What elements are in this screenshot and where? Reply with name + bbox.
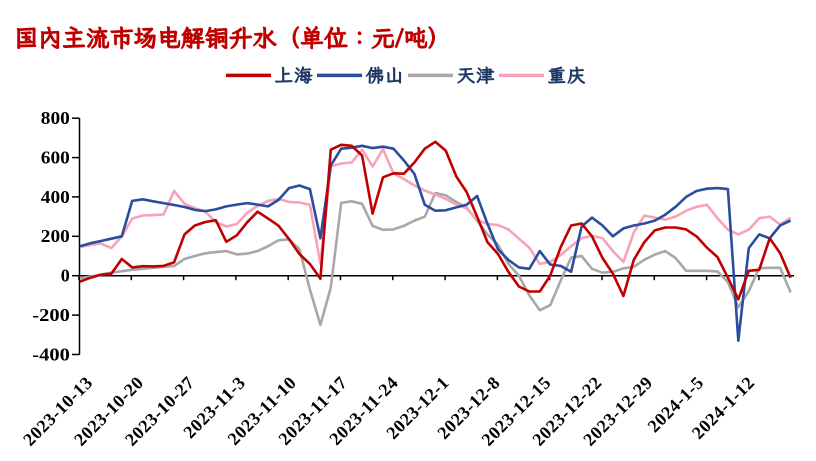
svg-text:800: 800 xyxy=(41,108,70,128)
svg-text:200: 200 xyxy=(41,226,70,246)
svg-text:400: 400 xyxy=(41,187,70,207)
svg-text:0: 0 xyxy=(61,266,70,286)
svg-text:-200: -200 xyxy=(32,305,70,325)
svg-text:-400: -400 xyxy=(32,344,70,364)
svg-text:600: 600 xyxy=(41,148,70,168)
